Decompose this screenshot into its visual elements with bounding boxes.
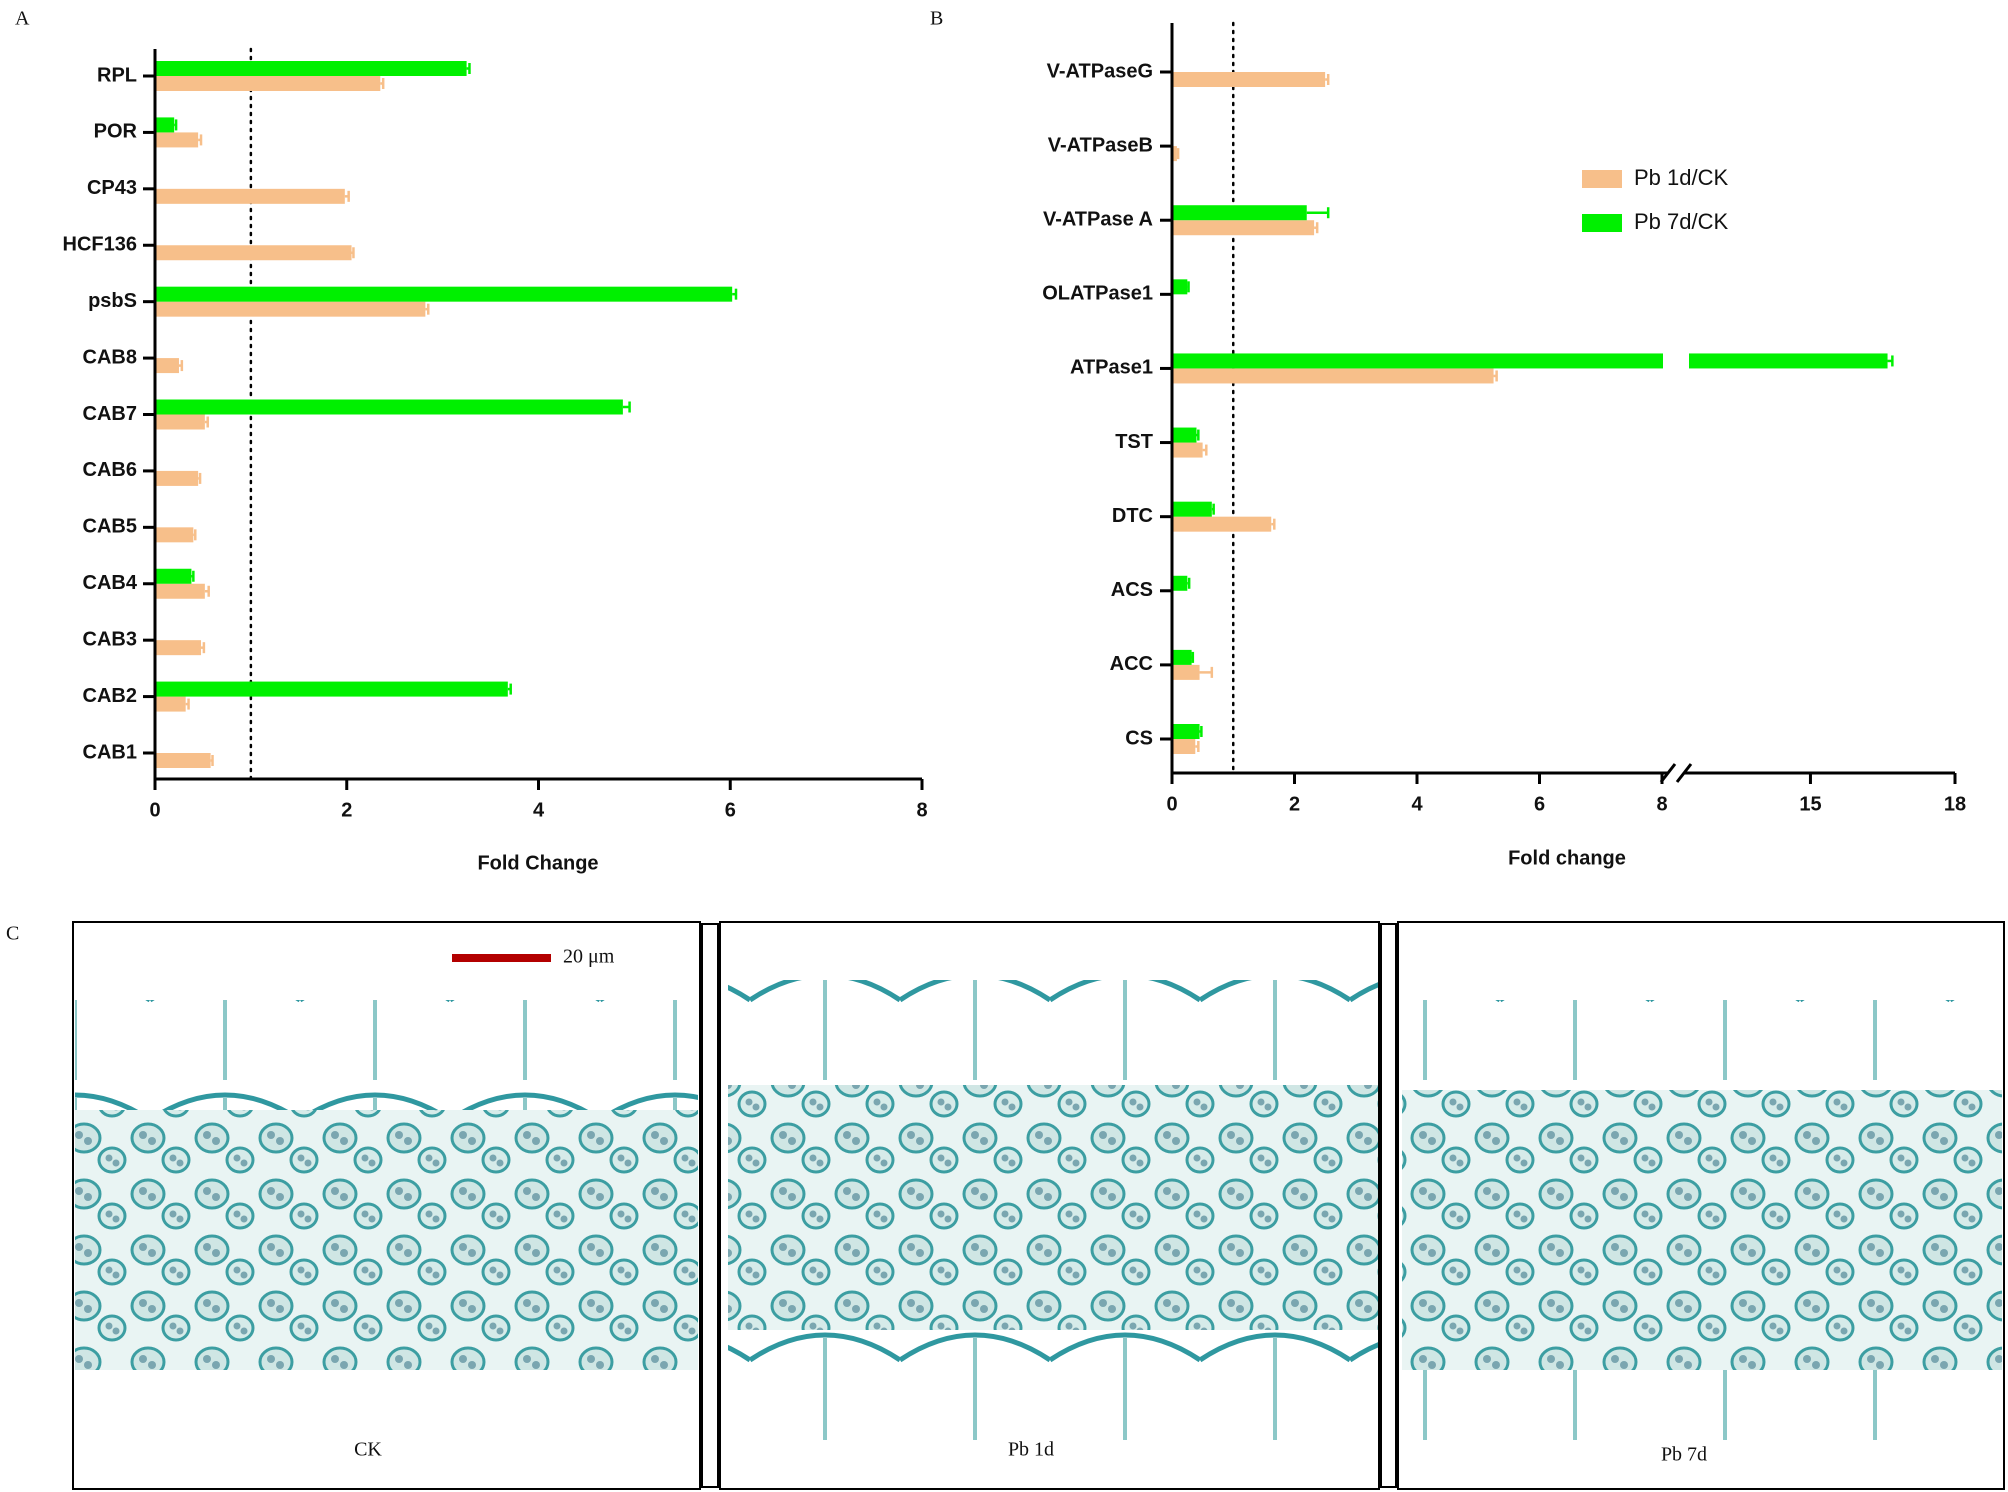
bar	[155, 188, 345, 204]
y-tick-label: CP43	[87, 177, 137, 199]
bar	[1172, 205, 1307, 221]
axis-break-mark	[1675, 763, 1693, 783]
legend-label: Pb 1d/CK	[1634, 165, 1728, 190]
micrograph-label: Pb 7d	[1661, 1444, 1707, 1466]
y-tick-label: psbS	[88, 290, 137, 312]
bar	[155, 61, 467, 76]
x-tick-label: 4	[1411, 793, 1423, 815]
y-tick-label: V-ATPase A	[1043, 209, 1153, 231]
micrograph-label: CK	[354, 1439, 382, 1461]
bar	[1172, 72, 1326, 87]
y-tick-label: HCF136	[63, 234, 137, 256]
y-tick-label: TST	[1115, 431, 1153, 453]
micrograph-pb7d	[1397, 921, 2005, 1490]
panel-label: C	[6, 923, 19, 945]
bar	[155, 640, 202, 656]
bar	[155, 245, 352, 261]
scale-bar-label: 20 μm	[563, 946, 615, 968]
y-tick-label: CS	[1125, 727, 1153, 749]
bar	[155, 527, 194, 543]
micrograph-ck	[72, 921, 701, 1490]
bar	[155, 76, 381, 91]
bar	[155, 358, 179, 374]
legend-swatch	[1582, 170, 1622, 188]
bar	[1172, 724, 1200, 739]
micrograph-label: Pb 1d	[1008, 1439, 1054, 1461]
y-tick-label: CAB6	[83, 459, 137, 481]
bar	[1172, 220, 1315, 236]
bar	[1172, 427, 1197, 443]
x-tick-label: 0	[1166, 793, 1177, 815]
y-tick-label: CAB3	[83, 628, 137, 650]
bar	[155, 696, 186, 712]
x-tick-label: 6	[1534, 793, 1545, 815]
legend-label: Pb 7d/CK	[1634, 209, 1728, 234]
bar	[1172, 649, 1192, 665]
bar	[1172, 739, 1196, 754]
bar	[155, 753, 211, 768]
bar	[1172, 442, 1203, 458]
bar	[1172, 146, 1177, 162]
x-tick-label: 18	[1944, 793, 1966, 815]
x-tick-label: 6	[725, 799, 736, 821]
x-tick-label: 8	[1656, 793, 1667, 815]
bar	[155, 286, 733, 302]
bar	[1172, 501, 1212, 517]
y-tick-label: ACC	[1110, 653, 1153, 675]
x-tick-label: 0	[149, 799, 160, 821]
y-tick-label: CAB7	[83, 403, 137, 425]
bar	[155, 470, 199, 486]
bar	[155, 117, 175, 133]
panel-label: A	[15, 8, 30, 30]
bar	[155, 301, 426, 317]
x-tick-label: 4	[533, 799, 545, 821]
y-tick-label: OLATPase1	[1042, 283, 1153, 305]
bar	[1172, 279, 1188, 295]
x-tick-label: 15	[1799, 793, 1821, 815]
bar	[1172, 516, 1272, 532]
y-tick-label: V-ATPaseG	[1047, 60, 1153, 82]
y-tick-label: POR	[94, 121, 138, 143]
bar	[1172, 368, 1494, 384]
y-tick-label: ACS	[1111, 579, 1153, 601]
y-tick-label: RPL	[97, 64, 137, 86]
y-tick-label: CAB1	[83, 741, 137, 763]
bar	[155, 132, 199, 148]
x-axis-title: Fold change	[1508, 847, 1626, 869]
y-tick-label: CAB2	[83, 685, 137, 707]
x-axis-title: Fold Change	[477, 852, 598, 874]
bar	[1172, 575, 1188, 591]
x-tick-label: 2	[1289, 793, 1300, 815]
bar	[1172, 353, 1888, 369]
panel-label: B	[930, 8, 943, 30]
y-tick-label: CAB8	[83, 346, 137, 368]
separator	[701, 923, 719, 1488]
y-tick-label: CAB5	[83, 516, 137, 538]
bar	[1172, 664, 1200, 680]
x-tick-label: 2	[341, 799, 352, 821]
micrograph-pb1d	[719, 921, 1380, 1490]
bar	[155, 568, 192, 584]
y-tick-label: ATPase1	[1070, 357, 1153, 379]
y-tick-label: DTC	[1112, 505, 1153, 527]
bar	[155, 583, 205, 599]
bar	[155, 399, 623, 415]
separator	[1380, 923, 1397, 1488]
bar	[155, 681, 508, 697]
bar	[155, 414, 205, 430]
axis-break-gap	[1663, 23, 1689, 771]
y-tick-label: CAB4	[83, 572, 138, 594]
x-tick-label: 8	[916, 799, 927, 821]
legend-swatch	[1582, 214, 1622, 232]
y-tick-label: V-ATPaseB	[1048, 134, 1153, 156]
